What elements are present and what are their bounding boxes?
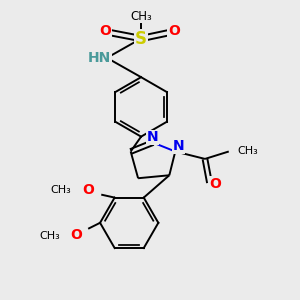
Text: O: O: [82, 183, 94, 197]
Text: S: S: [135, 29, 147, 47]
Text: O: O: [70, 228, 82, 242]
Text: CH₃: CH₃: [51, 185, 71, 195]
Text: CH₃: CH₃: [39, 231, 60, 241]
Text: CH₃: CH₃: [130, 10, 152, 23]
Text: N: N: [147, 130, 159, 144]
Text: N: N: [172, 139, 184, 153]
Text: HN: HN: [88, 51, 111, 65]
Text: O: O: [100, 24, 111, 38]
Text: CH₃: CH₃: [238, 146, 258, 157]
Text: O: O: [168, 24, 180, 38]
Text: O: O: [209, 177, 221, 191]
